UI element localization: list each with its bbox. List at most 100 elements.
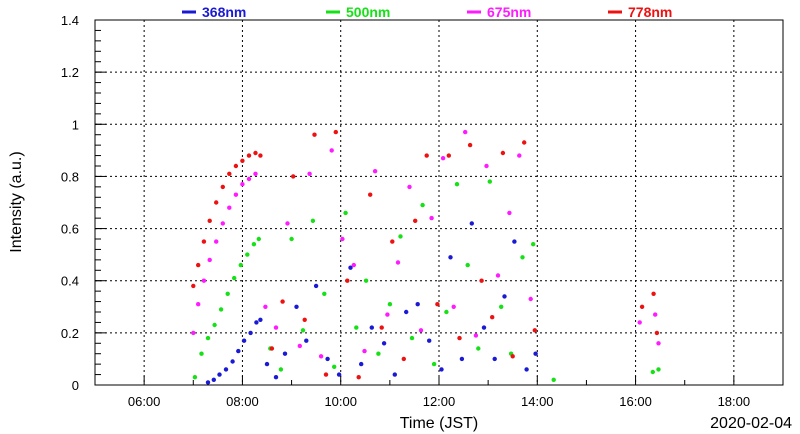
data-point bbox=[212, 322, 217, 328]
data-point bbox=[500, 150, 506, 156]
data-point bbox=[205, 335, 211, 341]
data-point bbox=[248, 330, 253, 336]
data-point bbox=[431, 361, 437, 367]
series-500nm bbox=[192, 179, 661, 382]
data-point bbox=[340, 236, 345, 242]
data-point bbox=[191, 283, 196, 289]
data-point bbox=[454, 182, 460, 187]
data-point bbox=[510, 354, 515, 359]
x-tick-label: 16:00 bbox=[619, 394, 652, 409]
data-point bbox=[258, 153, 263, 158]
data-point bbox=[379, 325, 384, 330]
data-point bbox=[368, 192, 373, 197]
data-point bbox=[356, 375, 361, 380]
legend-item-368nm: 368nm bbox=[182, 4, 246, 20]
data-point bbox=[459, 356, 465, 362]
data-point bbox=[217, 372, 222, 377]
data-point bbox=[385, 312, 390, 317]
data-point bbox=[201, 278, 207, 283]
data-point bbox=[345, 278, 350, 283]
data-point bbox=[531, 242, 536, 247]
data-points bbox=[191, 129, 661, 385]
data-point bbox=[223, 367, 229, 372]
data-point bbox=[387, 302, 393, 307]
data-point bbox=[289, 236, 294, 242]
data-point bbox=[214, 239, 219, 244]
data-point bbox=[359, 361, 364, 367]
data-point bbox=[294, 304, 299, 309]
data-point bbox=[236, 348, 241, 354]
x-tick-label: 12:00 bbox=[423, 394, 456, 409]
data-point bbox=[429, 215, 434, 221]
data-point bbox=[241, 338, 247, 343]
legend-item-778nm: 778nm bbox=[608, 4, 672, 20]
series-368nm bbox=[205, 221, 538, 385]
data-point bbox=[201, 239, 207, 244]
data-point bbox=[227, 205, 232, 210]
data-point bbox=[457, 335, 462, 341]
legend: 368nm 500nm 675nm 778nm bbox=[182, 4, 672, 20]
data-point bbox=[512, 239, 517, 244]
data-point bbox=[517, 153, 522, 158]
data-point bbox=[192, 375, 198, 380]
data-point bbox=[439, 367, 444, 372]
data-point bbox=[329, 148, 334, 153]
data-point bbox=[401, 356, 406, 362]
data-point bbox=[637, 320, 642, 325]
data-point bbox=[363, 278, 369, 283]
data-point bbox=[273, 325, 279, 330]
data-point bbox=[246, 153, 252, 158]
data-point bbox=[473, 333, 479, 338]
data-point bbox=[351, 262, 356, 268]
legend-label: 778nm bbox=[628, 4, 672, 20]
legend-item-675nm: 675nm bbox=[467, 4, 531, 20]
data-point bbox=[322, 291, 327, 296]
data-point bbox=[522, 140, 527, 145]
data-point bbox=[528, 296, 533, 302]
y-tick-label: 1 bbox=[72, 117, 79, 132]
data-point bbox=[502, 294, 507, 299]
data-point bbox=[427, 338, 432, 343]
x-tick-label: 14:00 bbox=[521, 394, 554, 409]
data-point bbox=[465, 262, 470, 268]
data-point bbox=[302, 317, 307, 322]
data-point bbox=[307, 171, 312, 176]
y-tick-label: 0 bbox=[72, 378, 79, 393]
data-point bbox=[481, 325, 487, 330]
data-point bbox=[407, 184, 412, 190]
data-point bbox=[409, 335, 415, 341]
data-point bbox=[325, 356, 330, 362]
series-675nm bbox=[191, 129, 661, 359]
data-point bbox=[313, 283, 319, 289]
data-point bbox=[392, 372, 397, 377]
data-point bbox=[390, 239, 395, 244]
legend-label: 500nm bbox=[346, 4, 390, 20]
data-point bbox=[398, 234, 403, 239]
x-tick-label: 06:00 bbox=[128, 394, 161, 409]
data-point bbox=[395, 260, 401, 265]
data-point bbox=[318, 354, 324, 359]
y-axis: 0 0.2 0.4 0.6 0.8 1 1.2 1.4 bbox=[61, 13, 106, 393]
data-point bbox=[444, 309, 449, 315]
data-point bbox=[264, 361, 270, 367]
x-tick-label: 10:00 bbox=[324, 394, 357, 409]
data-point bbox=[310, 218, 316, 223]
grid bbox=[95, 19, 783, 386]
date-label: 2020-02-04 bbox=[710, 415, 792, 432]
data-point bbox=[362, 348, 367, 354]
data-point bbox=[487, 179, 492, 184]
data-point bbox=[282, 351, 288, 356]
data-point bbox=[207, 218, 212, 223]
data-point bbox=[332, 364, 337, 369]
data-point bbox=[467, 142, 473, 148]
data-point bbox=[285, 221, 290, 226]
data-point bbox=[495, 273, 501, 278]
data-point bbox=[230, 359, 235, 364]
data-point bbox=[656, 341, 661, 346]
data-point bbox=[227, 171, 232, 176]
x-tick-label: 08:00 bbox=[226, 394, 259, 409]
y-axis-title: Intensity (a.u.) bbox=[8, 151, 25, 252]
data-point bbox=[214, 200, 219, 205]
data-point bbox=[420, 202, 425, 208]
data-point bbox=[207, 257, 212, 263]
